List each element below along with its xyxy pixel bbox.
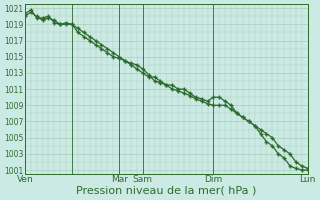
X-axis label: Pression niveau de la mer( hPa ): Pression niveau de la mer( hPa ) [76, 186, 256, 196]
